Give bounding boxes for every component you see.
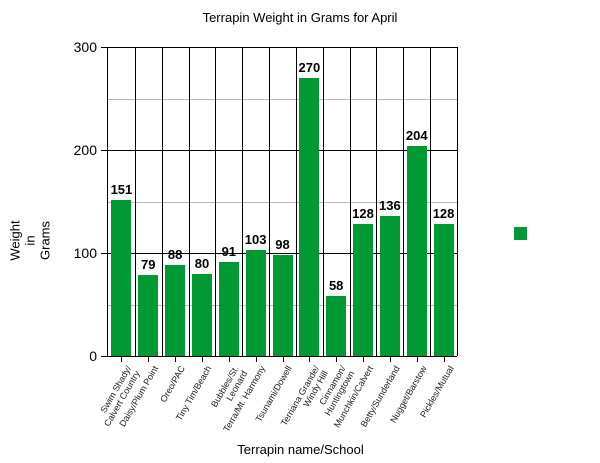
bar: [353, 224, 374, 356]
minor-gridline: [108, 98, 457, 100]
category-separator: [322, 47, 324, 356]
category-separator: [161, 47, 163, 356]
bar-value-label: 128: [352, 206, 374, 222]
x-tick-mark: [228, 356, 230, 362]
bar-value-label: 98: [275, 237, 290, 253]
plot-area: [108, 47, 458, 356]
bar: [165, 265, 186, 356]
category-separator: [215, 47, 217, 356]
bar-value-label: 151: [110, 182, 133, 198]
bar: [326, 296, 347, 356]
x-tick-mark: [336, 356, 338, 362]
bar: [111, 200, 132, 356]
y-axis-line: [107, 47, 108, 357]
bar-value-label: 58: [328, 278, 344, 294]
bar: [138, 274, 159, 356]
y-tick-label: 100: [73, 245, 97, 261]
y-tick-mark: [101, 47, 108, 48]
bar-value-label: 91: [221, 244, 237, 260]
bar-value-label: 80: [194, 255, 210, 271]
x-tick-mark: [416, 356, 418, 362]
x-tick-mark: [309, 356, 311, 362]
x-tick-mark: [443, 356, 445, 362]
y-tick-label: 0: [89, 348, 97, 364]
category-separator: [349, 47, 351, 356]
category-separator: [457, 47, 458, 356]
chart-title: Terrapin Weight in Grams for April: [202, 10, 398, 25]
x-tick-mark: [255, 356, 257, 362]
category-separator: [269, 47, 271, 356]
y-tick-label: 300: [73, 39, 97, 55]
x-tick-mark: [148, 356, 150, 362]
category-separator: [376, 47, 378, 356]
category-separator: [403, 47, 405, 356]
x-tick-mark: [389, 356, 391, 362]
major-gridline: [108, 150, 457, 151]
bar-value-label: 103: [244, 231, 267, 247]
x-tick-mark: [175, 356, 177, 362]
y-tick-mark: [101, 150, 108, 151]
bar: [379, 215, 400, 356]
category-separator: [430, 47, 432, 356]
bar: [218, 262, 239, 356]
category-separator: [295, 47, 297, 356]
y-tick-label: 200: [73, 142, 97, 158]
x-tick-mark: [282, 356, 284, 362]
category-separator: [188, 47, 190, 356]
minor-gridline: [108, 201, 457, 203]
bar-value-label: 79: [141, 256, 156, 272]
y-tick-mark: [101, 356, 108, 357]
category-separator: [134, 47, 136, 356]
bar-value-label: 270: [298, 59, 321, 75]
bar-value-label: 128: [432, 206, 455, 222]
bar: [406, 145, 427, 356]
category-separator: [242, 47, 244, 356]
y-axis-title: Weight in Grams: [0, 200, 60, 260]
bar-value-label: 88: [167, 247, 183, 263]
bar-value-label: 204: [405, 127, 428, 143]
bar: [191, 273, 212, 356]
bar: [245, 249, 266, 356]
bar: [299, 77, 320, 356]
major-gridline: [108, 253, 457, 254]
bar-value-label: 136: [379, 197, 401, 213]
major-gridline: [108, 47, 457, 48]
x-tick-mark: [121, 356, 123, 362]
bar: [433, 224, 454, 356]
x-axis-title: Terrapin name/School: [237, 442, 364, 457]
bar: [272, 255, 293, 356]
y-axis-title-text: Weight in Grams: [7, 220, 53, 261]
y-tick-mark: [101, 253, 108, 254]
x-tick-mark: [201, 356, 203, 362]
legend-swatch: [514, 227, 527, 240]
x-tick-mark: [363, 356, 365, 362]
